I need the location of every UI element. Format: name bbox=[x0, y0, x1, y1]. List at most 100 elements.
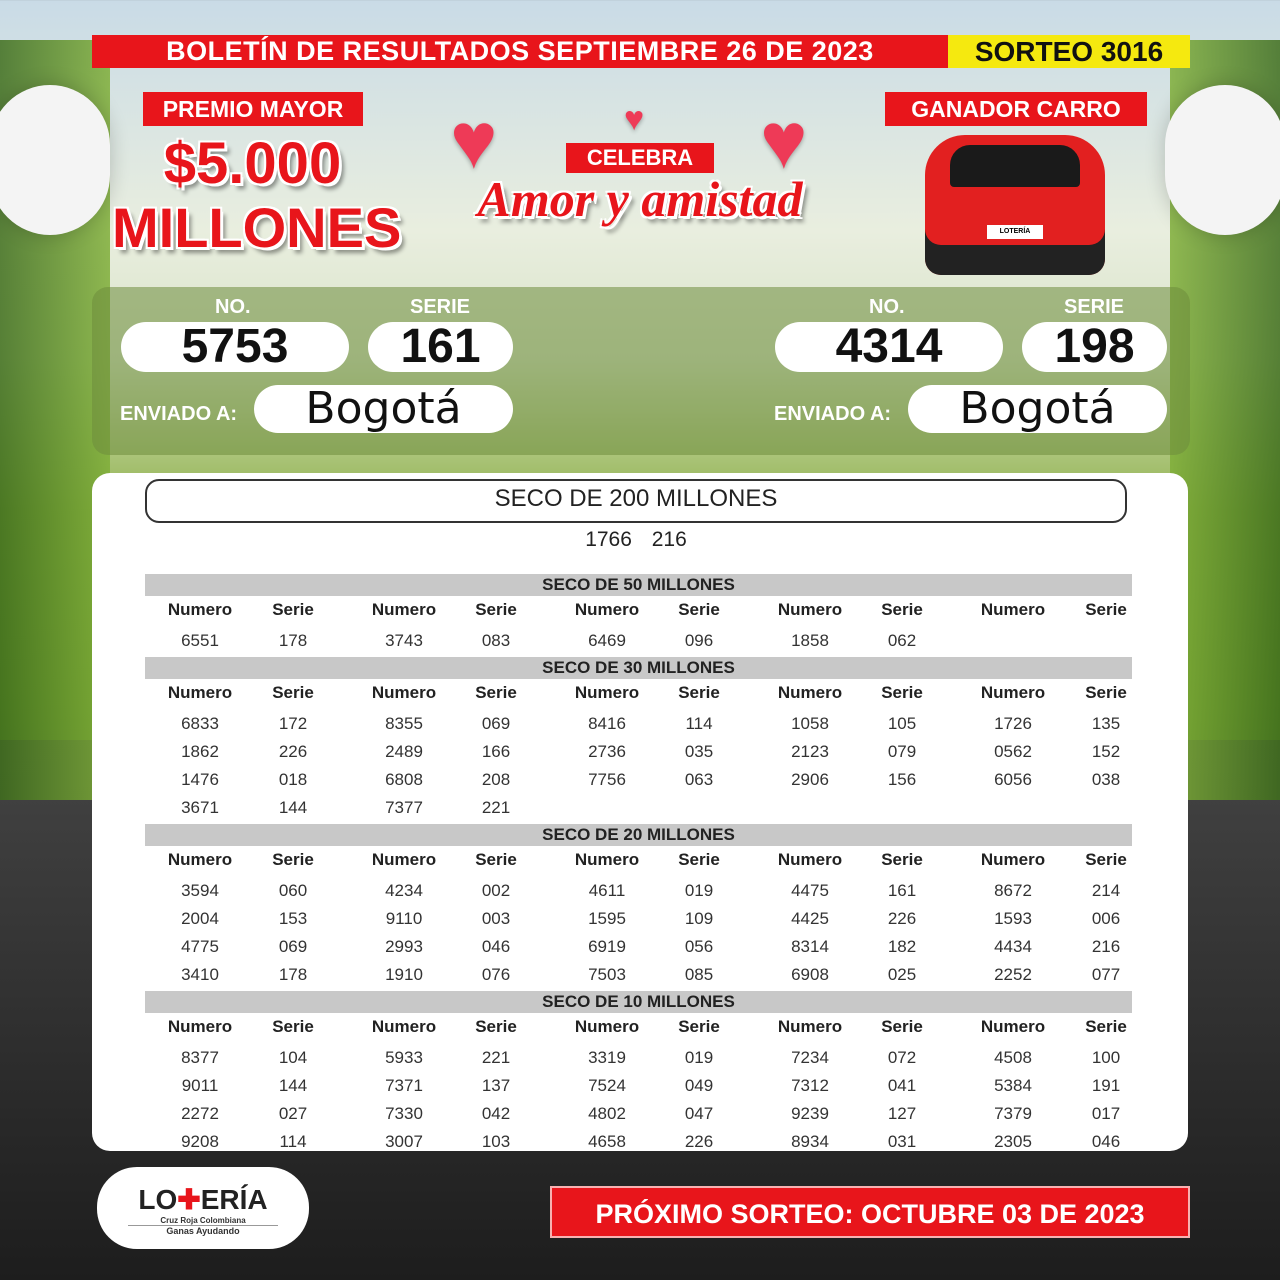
table-row: 9011 144 7371 137 7524 049 7312 041 5384 191 bbox=[145, 1072, 1132, 1100]
next-draw-banner: PRÓXIMO SORTEO: OCTUBRE 03 DE 2023 bbox=[550, 1186, 1190, 1238]
serie-header: Serie bbox=[475, 850, 517, 869]
section-title: SECO DE 30 MILLONES bbox=[145, 657, 1132, 679]
numero-cell: 7312 bbox=[791, 1076, 829, 1095]
heart-icon: ♥ bbox=[624, 100, 645, 138]
numero-header: Numero bbox=[574, 1017, 640, 1036]
serie-header: Serie bbox=[475, 1017, 517, 1036]
serie-cell: 056 bbox=[684, 937, 714, 956]
serie-cell: 182 bbox=[887, 937, 917, 956]
section-title: SECO DE 50 MILLONES bbox=[145, 574, 1132, 596]
destination-city: Bogotá bbox=[254, 385, 513, 433]
numero-cell: 2272 bbox=[181, 1104, 219, 1123]
serie-cell: 083 bbox=[481, 631, 511, 650]
serie-cell: 017 bbox=[1091, 1104, 1121, 1123]
table-row: 9208 114 3007 103 4658 226 8934 031 2305 046 bbox=[145, 1128, 1132, 1156]
serie-cell: 002 bbox=[481, 881, 511, 900]
numero-cell: 6056 bbox=[994, 770, 1032, 789]
serie-cell: 144 bbox=[278, 798, 308, 817]
white-heart-icon bbox=[0, 85, 110, 235]
numero-cell: 4611 bbox=[588, 881, 626, 900]
serie-label: SERIE bbox=[1064, 296, 1125, 318]
serie-header: Serie bbox=[881, 600, 923, 619]
serie-label: SERIE bbox=[410, 296, 471, 318]
serie-header: Serie bbox=[475, 683, 517, 702]
numero-header: Numero bbox=[371, 850, 437, 869]
serie-cell: 172 bbox=[278, 714, 308, 733]
numero-cell: 2252 bbox=[994, 965, 1032, 984]
serie-cell: 221 bbox=[481, 798, 511, 817]
table-row: 3594 060 4234 002 4611 019 4475 161 8672 214 bbox=[145, 877, 1132, 905]
numero-header: Numero bbox=[371, 600, 437, 619]
serie-cell: 047 bbox=[684, 1104, 714, 1123]
numero-cell: 8416 bbox=[588, 714, 626, 733]
winning-number: 5753 bbox=[121, 322, 349, 372]
seco-section: SECO DE 20 MILLONES Numero Serie Numero Seri… bbox=[145, 824, 1132, 989]
serie-cell: 191 bbox=[1091, 1076, 1121, 1095]
numero-cell: 1726 bbox=[994, 714, 1032, 733]
serie-cell: 019 bbox=[684, 1048, 714, 1067]
enviado-label: ENVIADO A: bbox=[774, 403, 892, 425]
numero-cell: 7330 bbox=[385, 1104, 423, 1123]
numero-cell: 1476 bbox=[181, 770, 219, 789]
serie-cell: 109 bbox=[684, 909, 714, 928]
serie-cell: 049 bbox=[684, 1076, 714, 1095]
serie-cell: 069 bbox=[481, 714, 511, 733]
numero-cell: 1910 bbox=[385, 965, 423, 984]
serie-cell: 038 bbox=[1091, 770, 1121, 789]
premio-amount: $5.000 bbox=[163, 131, 342, 196]
numero-header: Numero bbox=[371, 1017, 437, 1036]
serie-cell: 166 bbox=[481, 742, 511, 761]
numero-header: Numero bbox=[980, 850, 1046, 869]
serie-header: Serie bbox=[272, 850, 314, 869]
numero-cell: 8355 bbox=[385, 714, 423, 733]
serie-cell: 096 bbox=[684, 631, 714, 650]
serie-cell: 208 bbox=[481, 770, 511, 789]
numero-cell: 3007 bbox=[385, 1132, 423, 1151]
heart-icon: ♥ bbox=[760, 96, 808, 185]
serie-cell: 104 bbox=[278, 1048, 308, 1067]
serie-cell: 152 bbox=[1091, 742, 1121, 761]
table-row: 4775 069 2993 046 6919 056 8314 182 4434 216 bbox=[145, 933, 1132, 961]
numero-cell: 2993 bbox=[385, 937, 423, 956]
seco-200-result: 1766 216 bbox=[145, 528, 1127, 552]
table-row: 6833 172 8355 069 8416 114 1058 105 1726 135 bbox=[145, 710, 1132, 738]
table-row: 3410 178 1910 076 7503 085 6908 025 2252 077 bbox=[145, 961, 1132, 989]
numero-cell: 3743 bbox=[385, 631, 423, 650]
numero-cell: 7756 bbox=[588, 770, 626, 789]
serie-header: Serie bbox=[1085, 600, 1127, 619]
numero-header: Numero bbox=[777, 600, 843, 619]
serie-cell: 085 bbox=[684, 965, 714, 984]
serie-header: Serie bbox=[881, 1017, 923, 1036]
no-label: NO. bbox=[869, 296, 905, 318]
serie-header: Serie bbox=[678, 1017, 720, 1036]
numero-header: Numero bbox=[777, 1017, 843, 1036]
serie-cell: 072 bbox=[887, 1048, 917, 1067]
seco-200-title: SECO DE 200 MILLONES bbox=[145, 479, 1127, 523]
numero-cell: 3319 bbox=[588, 1048, 626, 1067]
numero-cell: 2906 bbox=[791, 770, 829, 789]
numero-cell: 4234 bbox=[385, 881, 423, 900]
serie-header: Serie bbox=[881, 683, 923, 702]
car-winning-serie: 198 bbox=[1022, 322, 1167, 372]
serie-cell: 031 bbox=[887, 1132, 917, 1151]
table-row: 1476 018 6808 208 7756 063 2906 156 6056 038 bbox=[145, 766, 1132, 794]
serie-cell: 144 bbox=[278, 1076, 308, 1095]
winning-serie: 161 bbox=[368, 322, 513, 372]
enviado-label: ENVIADO A: bbox=[120, 403, 238, 425]
column-header-row: Numero Serie Numero Serie Numero Serie Numero S… bbox=[145, 846, 1132, 874]
numero-header: Numero bbox=[167, 683, 233, 702]
numero-cell: 9110 bbox=[385, 909, 423, 928]
section-title: SECO DE 10 MILLONES bbox=[145, 991, 1132, 1013]
serie-header: Serie bbox=[272, 600, 314, 619]
column-header-row: Numero Serie Numero Serie Numero Serie Numero S… bbox=[145, 596, 1132, 624]
serie-cell: 103 bbox=[481, 1132, 511, 1151]
serie-cell: 100 bbox=[1091, 1048, 1121, 1067]
serie-cell: 161 bbox=[887, 881, 917, 900]
table-row: 2004 153 9110 003 1595 109 4425 226 1593 006 bbox=[145, 905, 1132, 933]
serie-cell: 216 bbox=[1091, 937, 1121, 956]
numero-cell: 6551 bbox=[181, 631, 219, 650]
numero-header: Numero bbox=[574, 850, 640, 869]
numero-cell: 8934 bbox=[791, 1132, 829, 1151]
numero-cell: 6808 bbox=[385, 770, 423, 789]
numero-cell: 7234 bbox=[791, 1048, 829, 1067]
